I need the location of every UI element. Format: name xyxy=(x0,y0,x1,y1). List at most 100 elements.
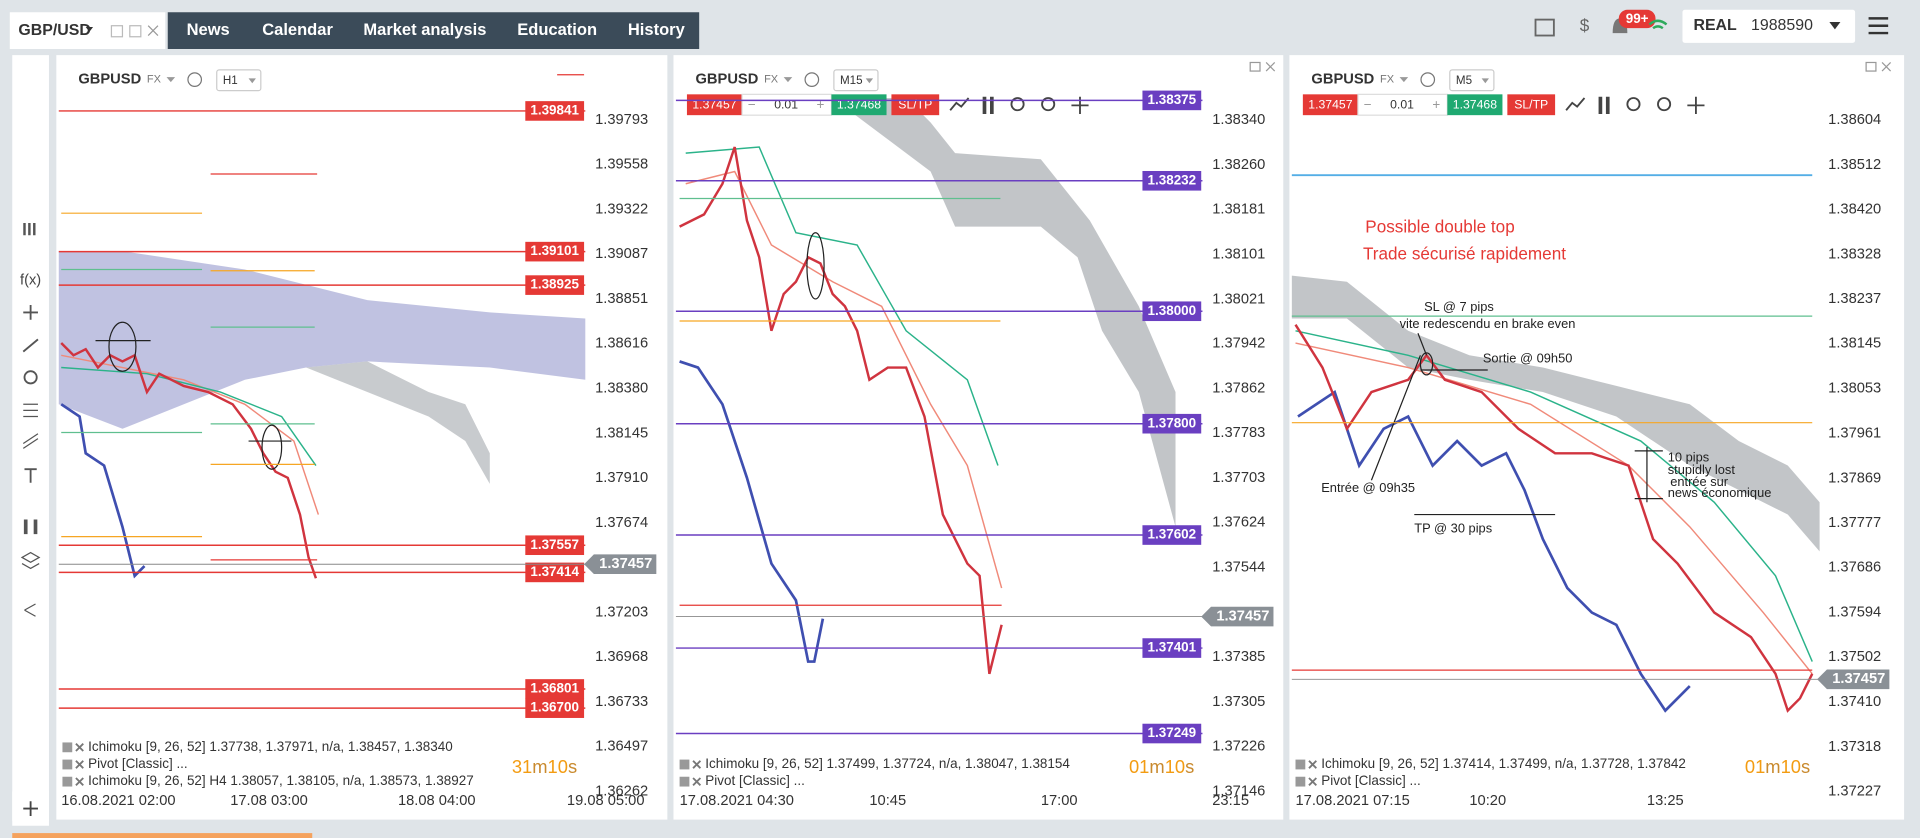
window-icon[interactable] xyxy=(1249,61,1261,72)
sltp-label[interactable]: SL/TP xyxy=(1514,98,1548,112)
sell-button[interactable] xyxy=(686,94,743,116)
account-type[interactable]: REAL xyxy=(1693,17,1737,34)
timeframe[interactable]: M5 xyxy=(1456,74,1472,87)
buy-button[interactable] xyxy=(831,94,887,116)
level-label: 1.37249 xyxy=(1147,725,1196,740)
window-icon[interactable] xyxy=(129,25,142,38)
timeframe[interactable]: H1 xyxy=(223,74,238,87)
time-axis-label: 17.08.2021 07:15 xyxy=(1296,793,1410,809)
level-box xyxy=(525,101,585,121)
indicator-remove[interactable] xyxy=(1308,760,1317,769)
zoom-out-icon[interactable] xyxy=(1626,97,1641,112)
info-icon[interactable] xyxy=(187,72,203,87)
timer-part: m xyxy=(1149,756,1164,777)
indicator-settings[interactable] xyxy=(62,759,73,770)
share-icon[interactable] xyxy=(24,603,36,617)
account-box[interactable] xyxy=(1682,9,1856,43)
price-axis-label: 1.36497 xyxy=(595,739,648,755)
candle-icon[interactable] xyxy=(982,96,994,114)
funds-icon[interactable]: $ xyxy=(1580,15,1590,35)
account-number[interactable]: 1988590 xyxy=(1751,17,1813,34)
indicator-remove[interactable] xyxy=(692,760,702,769)
timeframe-box[interactable] xyxy=(1449,69,1495,92)
indicator-settings[interactable] xyxy=(62,776,73,787)
window-icon[interactable] xyxy=(1865,61,1877,72)
nav-item[interactable]: News xyxy=(187,20,230,39)
trend-icon[interactable] xyxy=(1565,97,1586,111)
sltp-button[interactable] xyxy=(1507,94,1556,116)
timeframe-box[interactable] xyxy=(833,69,879,92)
indicator-settings[interactable] xyxy=(1295,759,1306,770)
timer-part: m xyxy=(532,756,547,777)
trend-icon[interactable] xyxy=(949,97,970,111)
channel-icon[interactable] xyxy=(22,433,39,449)
indicator-settings[interactable] xyxy=(679,759,690,770)
price-axis-label: 1.38420 xyxy=(1828,202,1881,218)
level-label: 1.37800 xyxy=(1147,415,1196,430)
add-icon[interactable] xyxy=(23,801,38,816)
lot-minus[interactable]: − xyxy=(748,97,756,112)
lot-plus[interactable]: + xyxy=(1432,97,1440,112)
info-icon[interactable] xyxy=(804,72,820,87)
layout-icon[interactable] xyxy=(1534,18,1555,37)
candle-icon[interactable] xyxy=(1598,96,1610,114)
level-box xyxy=(1142,301,1202,322)
zoom-out-icon[interactable] xyxy=(1010,97,1025,112)
annotation: Possible double top xyxy=(1365,216,1514,236)
indicator-settings[interactable] xyxy=(62,742,73,753)
level-box xyxy=(525,241,585,262)
indicator-remove[interactable] xyxy=(75,777,84,786)
lot-size[interactable]: 0.01 xyxy=(1390,98,1414,112)
buy-button[interactable] xyxy=(1447,94,1503,116)
shape-icon[interactable] xyxy=(23,370,38,385)
info-icon[interactable] xyxy=(1420,72,1436,87)
move-icon[interactable] xyxy=(1071,96,1089,114)
indicator-remove[interactable] xyxy=(692,777,702,786)
timeframe[interactable]: M15 xyxy=(840,74,863,87)
close-icon[interactable] xyxy=(1265,62,1276,72)
zoom-in-icon[interactable] xyxy=(1657,97,1672,112)
cloud xyxy=(306,361,490,484)
indicator-remove[interactable] xyxy=(1308,777,1317,786)
annotation: Entrée @ 09h35 xyxy=(1321,480,1415,495)
price-axis-label: 1.39087 xyxy=(595,246,648,262)
sltp-button[interactable] xyxy=(891,94,940,116)
move-icon[interactable] xyxy=(1687,96,1705,114)
line-icon[interactable] xyxy=(22,338,39,353)
level-box xyxy=(525,679,585,699)
sell-price[interactable]: 1.37457 xyxy=(1308,98,1352,112)
bars-icon[interactable] xyxy=(23,222,36,236)
indicator-settings[interactable] xyxy=(679,776,690,787)
text-icon[interactable] xyxy=(24,468,37,483)
annotation: vite redescendu en brake even xyxy=(1400,316,1576,331)
symbol-tab-label[interactable]: GBP/USD xyxy=(18,22,90,39)
level-label: 1.37401 xyxy=(1147,640,1196,655)
close-icon[interactable] xyxy=(1881,62,1892,72)
menu-icon[interactable] xyxy=(1868,17,1889,35)
price-marker xyxy=(584,554,657,575)
layers-icon[interactable] xyxy=(20,551,41,570)
detach-icon[interactable] xyxy=(110,25,124,38)
symbol-tab[interactable] xyxy=(9,12,166,50)
indicator-settings[interactable] xyxy=(1295,776,1306,787)
sell-button[interactable] xyxy=(1302,94,1358,116)
function-icon[interactable]: f(x) xyxy=(20,272,41,288)
candles-icon[interactable] xyxy=(23,519,38,535)
indicator-remove[interactable] xyxy=(75,760,84,769)
crosshair-icon[interactable] xyxy=(23,305,38,320)
level-label: 1.38375 xyxy=(1147,92,1196,107)
timeframe-box[interactable] xyxy=(216,69,262,92)
close-icon[interactable] xyxy=(147,25,159,36)
nav-item[interactable]: History xyxy=(628,20,686,39)
market: FX xyxy=(1380,74,1395,86)
nav-item[interactable]: Calendar xyxy=(262,20,333,39)
nav-item[interactable]: Education xyxy=(517,20,597,39)
nav-item[interactable]: Market analysis xyxy=(363,20,486,39)
lot-minus[interactable]: − xyxy=(1364,97,1372,112)
fib-icon[interactable] xyxy=(23,403,38,418)
lot-plus[interactable]: + xyxy=(816,97,824,112)
zoom-in-icon[interactable] xyxy=(1041,97,1056,112)
buy-price[interactable]: 1.37468 xyxy=(1453,98,1497,112)
pivot-line xyxy=(61,268,315,434)
indicator-remove[interactable] xyxy=(75,743,84,752)
